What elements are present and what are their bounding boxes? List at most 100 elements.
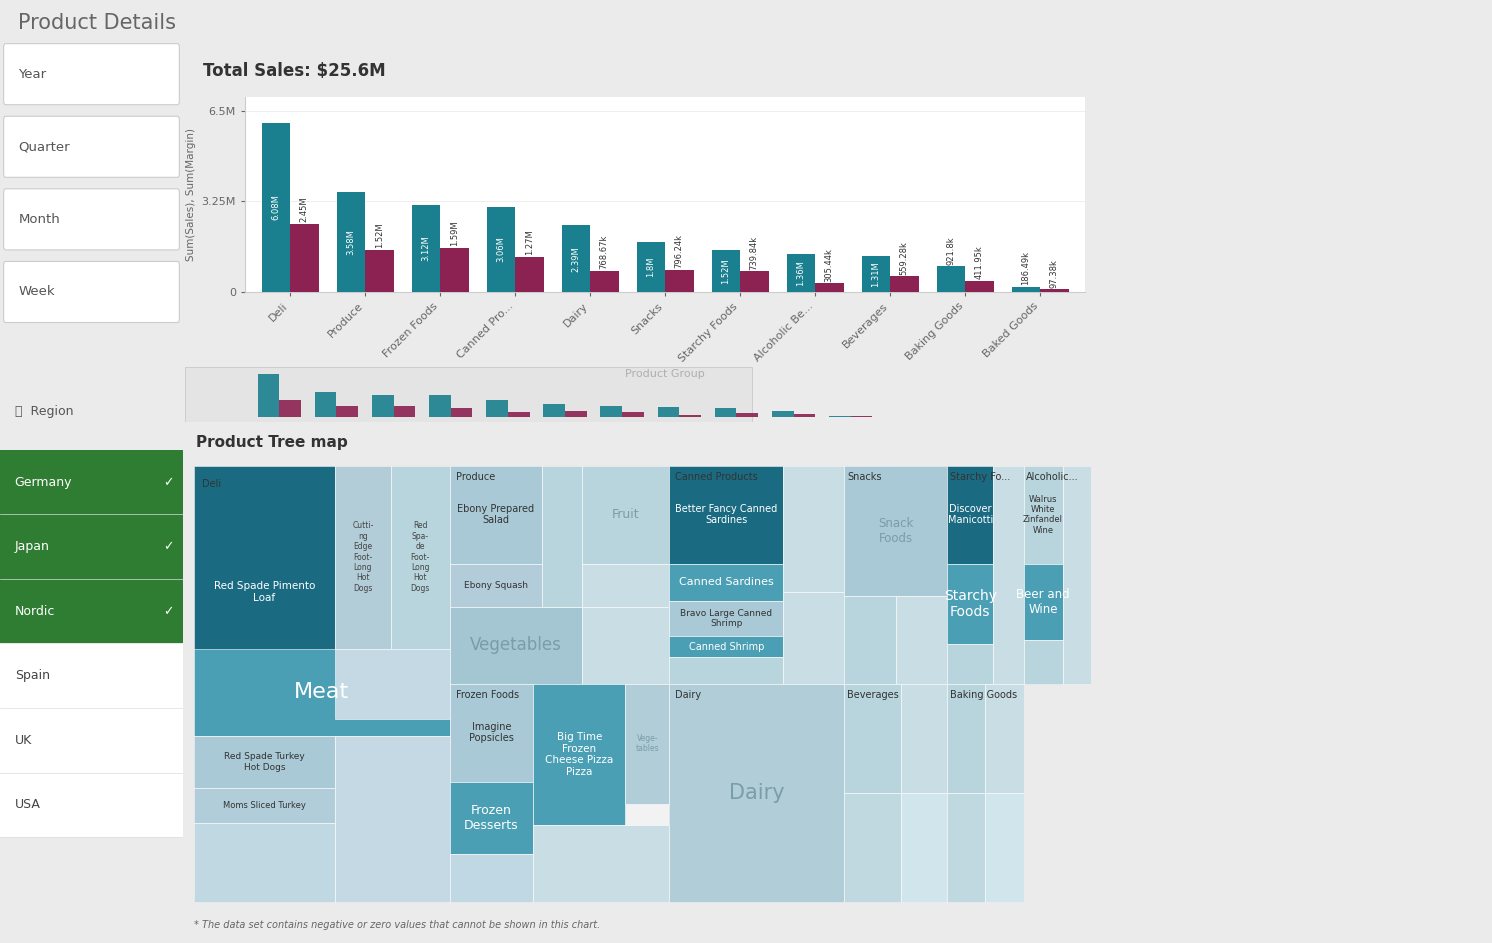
Text: 1.52M: 1.52M xyxy=(721,258,730,284)
Bar xyxy=(336,406,358,417)
Bar xyxy=(372,395,394,417)
Text: Dairy: Dairy xyxy=(674,690,701,700)
Text: Bravo Large Canned
Shrimp: Bravo Large Canned Shrimp xyxy=(680,608,773,628)
Text: 3.06M: 3.06M xyxy=(497,237,506,262)
Text: Starchy
Foods: Starchy Foods xyxy=(944,589,997,620)
Bar xyxy=(986,793,1024,902)
Text: 1.59M: 1.59M xyxy=(449,221,458,246)
Text: 3.58M: 3.58M xyxy=(346,229,355,255)
Text: 1.36M: 1.36M xyxy=(797,260,806,286)
Bar xyxy=(194,649,449,736)
Bar xyxy=(901,684,947,793)
Bar xyxy=(670,636,783,657)
Text: Japan: Japan xyxy=(15,540,49,554)
Bar xyxy=(449,564,542,607)
Bar xyxy=(947,644,994,684)
Bar xyxy=(740,272,768,292)
Text: Cutti-
ng
Edge
Foot-
Long
Hot
Dogs: Cutti- ng Edge Foot- Long Hot Dogs xyxy=(352,521,373,593)
Bar xyxy=(830,416,850,417)
Bar xyxy=(565,411,586,417)
Text: Imagine
Popsicles: Imagine Popsicles xyxy=(468,722,513,743)
Text: Walrus
White
Zinfandel
Wine: Walrus White Zinfandel Wine xyxy=(1024,494,1064,535)
Text: 6.08M: 6.08M xyxy=(272,194,280,221)
Text: ⌕  Region: ⌕ Region xyxy=(15,405,73,418)
Text: Snack
Foods: Snack Foods xyxy=(879,517,913,545)
Bar xyxy=(1024,466,1062,564)
Bar xyxy=(794,414,815,417)
Text: 411.95k: 411.95k xyxy=(974,245,983,279)
Bar xyxy=(658,407,679,417)
Text: Meat: Meat xyxy=(294,683,349,703)
Bar xyxy=(670,684,844,902)
Text: Dairy: Dairy xyxy=(730,783,785,802)
Bar xyxy=(786,254,815,292)
Bar xyxy=(194,466,449,902)
Bar xyxy=(0,515,184,579)
Bar xyxy=(194,736,334,788)
Bar xyxy=(947,684,1024,902)
Bar xyxy=(937,266,965,292)
Bar xyxy=(622,412,645,417)
Bar xyxy=(194,823,334,902)
Bar xyxy=(861,256,891,292)
Text: 2.45M: 2.45M xyxy=(300,197,309,223)
Bar xyxy=(315,391,336,417)
Text: Deli: Deli xyxy=(201,479,221,488)
Bar xyxy=(449,782,533,853)
Text: Vege-
tables: Vege- tables xyxy=(636,734,659,753)
Bar xyxy=(712,250,740,292)
Bar xyxy=(783,466,844,592)
Text: Quarter: Quarter xyxy=(18,141,70,154)
Bar xyxy=(194,466,334,719)
Bar xyxy=(947,793,986,902)
FancyBboxPatch shape xyxy=(3,261,179,323)
Bar xyxy=(486,400,507,417)
Bar xyxy=(670,466,844,684)
Bar xyxy=(449,684,670,902)
Bar xyxy=(965,280,994,292)
Text: 1.52M: 1.52M xyxy=(374,223,383,248)
Text: Frozen Foods: Frozen Foods xyxy=(457,690,519,700)
Text: Moms Sliced Turkey: Moms Sliced Turkey xyxy=(222,802,306,810)
Bar xyxy=(486,207,515,292)
Bar xyxy=(582,607,670,684)
Text: ✓: ✓ xyxy=(163,475,173,488)
Bar xyxy=(334,736,449,902)
Bar xyxy=(994,466,1024,684)
Bar xyxy=(815,284,843,292)
Bar xyxy=(1062,466,1091,684)
Bar xyxy=(715,407,737,417)
Bar xyxy=(670,684,844,902)
Bar xyxy=(0,579,184,643)
FancyBboxPatch shape xyxy=(3,43,179,105)
Bar xyxy=(1024,466,1091,684)
Bar xyxy=(771,410,794,417)
Bar xyxy=(947,564,994,644)
Text: Starchy Fo...: Starchy Fo... xyxy=(950,472,1010,482)
Bar xyxy=(783,592,844,684)
Text: Canned Sardines: Canned Sardines xyxy=(679,577,774,587)
FancyBboxPatch shape xyxy=(3,116,179,177)
Bar xyxy=(449,466,670,684)
Bar xyxy=(947,684,986,793)
Bar xyxy=(507,411,530,417)
Text: Vegetables: Vegetables xyxy=(470,637,561,654)
Text: Canned Shrimp: Canned Shrimp xyxy=(688,641,764,652)
Bar xyxy=(947,466,1024,684)
Text: Big Time
Frozen
Cheese Pizza
Pizza: Big Time Frozen Cheese Pizza Pizza xyxy=(545,732,613,777)
Text: Red Spade Pimento
Loaf: Red Spade Pimento Loaf xyxy=(213,581,315,603)
Bar xyxy=(670,564,783,601)
Bar xyxy=(185,367,752,422)
Bar xyxy=(600,406,622,417)
Text: 305.44k: 305.44k xyxy=(825,248,834,282)
Bar xyxy=(844,596,895,684)
Text: UK: UK xyxy=(15,734,31,747)
X-axis label: Product Group: Product Group xyxy=(625,370,704,379)
Bar xyxy=(449,684,533,782)
Bar xyxy=(895,596,947,684)
Text: 796.24k: 796.24k xyxy=(674,235,683,269)
Y-axis label: Sum(Sales), Sum(Margin): Sum(Sales), Sum(Margin) xyxy=(186,128,195,261)
Text: 97.38k: 97.38k xyxy=(1050,259,1059,288)
Bar xyxy=(366,250,394,292)
Text: Spain: Spain xyxy=(15,670,49,682)
